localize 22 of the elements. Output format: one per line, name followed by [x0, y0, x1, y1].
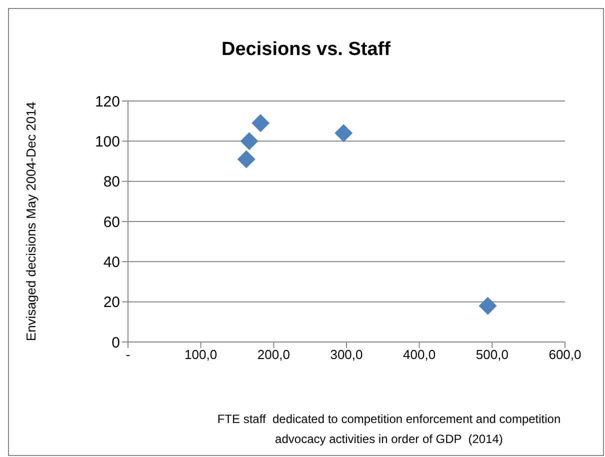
- y-tick-label: 60: [103, 214, 120, 231]
- y-tick-label: 20: [103, 294, 120, 312]
- chart-title: Decisions vs. Staff: [220, 39, 392, 61]
- point: [478, 296, 497, 315]
- point: [237, 150, 256, 168]
- x-tick-label: 100,0: [184, 347, 218, 362]
- x-tick-label: 600,0: [548, 347, 582, 362]
- x-tick-label: 400,0: [403, 347, 436, 362]
- x-tick-label: 500,0: [476, 347, 508, 362]
- point: [334, 124, 353, 142]
- point: [252, 114, 270, 132]
- x-tick-label: 200,0: [257, 347, 290, 362]
- y-tick-label: 0: [112, 334, 120, 352]
- y-tick-label: 120: [94, 93, 120, 110]
- y-tick-label: 100: [94, 133, 120, 150]
- x-tick-label: -: [126, 347, 130, 362]
- y-tick-label: 80: [103, 174, 120, 191]
- x-axis-title: FTE staff dedicated to competition enforcement and competition advocacy activities in order of GDP (2014): [216, 411, 562, 448]
- x-tick-label: 300,0: [330, 347, 363, 362]
- point: [240, 132, 258, 150]
- y-axis-title: Envisaged decisions May 2004-Dec 2014: [24, 102, 39, 342]
- y-tick-label: 40: [103, 254, 120, 271]
